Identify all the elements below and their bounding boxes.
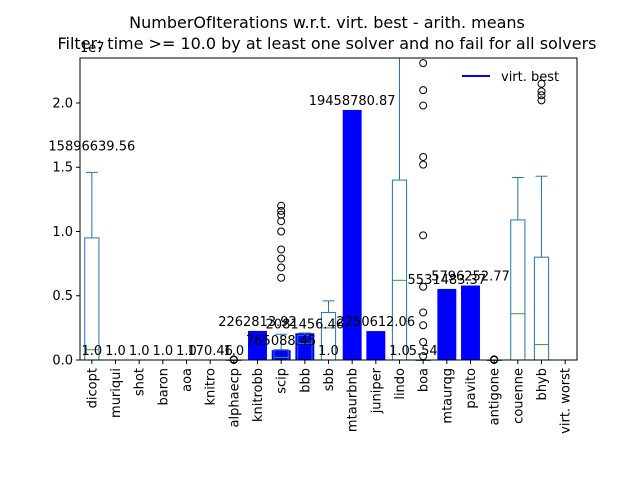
chart-title-line2: Filter: time >= 10.0 by at least one sol… xyxy=(57,34,596,53)
flier-boa-3 xyxy=(419,308,428,317)
data-label-mtaurqg-16: 5531483.37 xyxy=(408,273,487,288)
axes: 0.0 0.5 1.0 1.5 2.0 dicopt muriqui shot baron aoa… xyxy=(52,57,578,434)
data-label-scip-9: 765088.45 xyxy=(246,334,316,349)
box-couenne xyxy=(510,219,526,361)
box-lindo xyxy=(391,179,408,361)
flier-boa-10 xyxy=(419,59,428,68)
data-label-sbb-11: 1.0 xyxy=(318,344,339,359)
flier-bhyb-0 xyxy=(537,96,546,105)
x-tick-label-bhyb: bhyb xyxy=(535,368,550,400)
x-tick-label-knitro: knitro xyxy=(204,368,219,406)
flier-boa-5 xyxy=(419,231,428,240)
y-axis-offset-label: 1e7 xyxy=(80,41,105,56)
data-label-knitrobb-8: 2262813.92 xyxy=(218,315,297,330)
data-label-pavito-17: 5796252.77 xyxy=(431,270,510,285)
boxplot-bhyb xyxy=(533,79,550,361)
flier-boa-8 xyxy=(419,101,428,110)
bar-scip xyxy=(271,350,291,360)
data-label-alphaecp-7: 1.0 xyxy=(223,344,244,359)
flier-boa-4 xyxy=(419,282,428,291)
flier-scip-4 xyxy=(277,227,286,236)
bar-bbb xyxy=(295,333,315,360)
x-tick-label-couenne: couenne xyxy=(511,368,526,424)
x-tick-label-shot: shot xyxy=(133,368,148,396)
x-tick-label-boa: boa xyxy=(417,368,432,392)
x-tick-label-antigone: antigone xyxy=(488,368,503,425)
bar-mtaurqg xyxy=(437,288,457,360)
flier-scip-5 xyxy=(277,217,286,226)
flier-scip-7 xyxy=(277,206,286,215)
y-tick-label-2: 1.0 xyxy=(52,225,73,240)
boxplot-couenne xyxy=(510,177,526,361)
x-tick-label-aoa: aoa xyxy=(180,368,195,392)
x-tick-label-scip: scip xyxy=(275,368,290,394)
data-label-lindo-14: 1.0 xyxy=(389,344,410,359)
data-label-shot-3: 1.0 xyxy=(129,344,150,359)
flier-scip-2 xyxy=(277,254,286,263)
x-tick-label-muriqui: muriqui xyxy=(109,368,124,418)
bar-juniper xyxy=(366,331,386,360)
flier-boa-9 xyxy=(419,86,428,95)
flier-scip-3 xyxy=(277,245,286,254)
y-tick-label-3: 1.5 xyxy=(52,161,73,176)
data-label-juniper-13: 2250612.06 xyxy=(337,315,416,330)
x-tick-label-baron: baron xyxy=(156,368,171,405)
flier-bhyb-1 xyxy=(537,91,546,100)
data-label-dicopt-0: 15896639.56 xyxy=(48,140,135,155)
x-tick-label-juniper: juniper xyxy=(369,367,384,414)
box-dicopt xyxy=(84,237,100,361)
bar-mtaurbnb xyxy=(342,109,362,360)
flier-boa-7 xyxy=(419,152,428,161)
x-tick-label-knitrobb: knitrobb xyxy=(251,368,266,422)
data-label-mtaurbnb-12: 19458780.87 xyxy=(309,94,396,109)
y-tick-label-4: 2.0 xyxy=(52,96,73,111)
x-tick-label-dicopt: dicopt xyxy=(85,368,100,408)
flier-scip-0 xyxy=(277,273,286,282)
flier-boa-6 xyxy=(419,160,428,169)
bar-pavito xyxy=(461,285,480,360)
legend: virt. best xyxy=(462,70,559,85)
boxplot-boa xyxy=(415,59,431,361)
bar-knitrobb xyxy=(248,330,267,360)
legend-label-virt-best: virt. best xyxy=(501,70,559,85)
x-tick-label-alphaecp: alphaecp xyxy=(227,368,242,427)
data-label-aoa-5: 1.0 xyxy=(176,344,197,359)
boxplot-dicopt xyxy=(84,171,100,361)
x-tick-label-mtaurbnb: mtaurbnb xyxy=(346,368,361,432)
x-tick-label-pavito: pavito xyxy=(464,368,479,409)
data-label-muriqui-2: 1.0 xyxy=(105,344,126,359)
data-label-bbb-10: 2081456.46 xyxy=(266,317,345,332)
flier-bhyb-2 xyxy=(537,87,546,96)
data-label-boa-15: 5.54 xyxy=(409,344,438,359)
data-label-dicopt-1: 1.0 xyxy=(81,344,102,359)
flier-bhyb-3 xyxy=(537,79,546,88)
x-tick-label-sbb: sbb xyxy=(322,368,337,391)
y-tick-label-0: 0.0 xyxy=(52,354,73,369)
x-tick-label-lindo: lindo xyxy=(393,368,408,400)
data-labels: 15896639.561.0 1.0 1.0 1.0 1.0170.461.022628… xyxy=(48,94,509,359)
x-tick-label-bbb: bbb xyxy=(298,368,313,393)
chart-title-line1: NumberOfIterations w.r.t. virt. best - a… xyxy=(129,13,525,32)
flier-scip-8 xyxy=(277,201,286,210)
y-tick-label-1: 0.5 xyxy=(52,289,73,304)
flier-scip-6 xyxy=(277,210,286,219)
x-tick-label-virt-worst: virt. worst xyxy=(559,368,574,434)
data-label-knitro-6: 170.46 xyxy=(187,344,233,359)
data-label-baron-4: 1.0 xyxy=(152,344,173,359)
x-tick-label-mtaurqg: mtaurqg xyxy=(440,368,455,424)
flier-scip-1 xyxy=(277,263,286,272)
flier-boa-1 xyxy=(419,338,428,347)
flier-boa-2 xyxy=(419,321,428,330)
